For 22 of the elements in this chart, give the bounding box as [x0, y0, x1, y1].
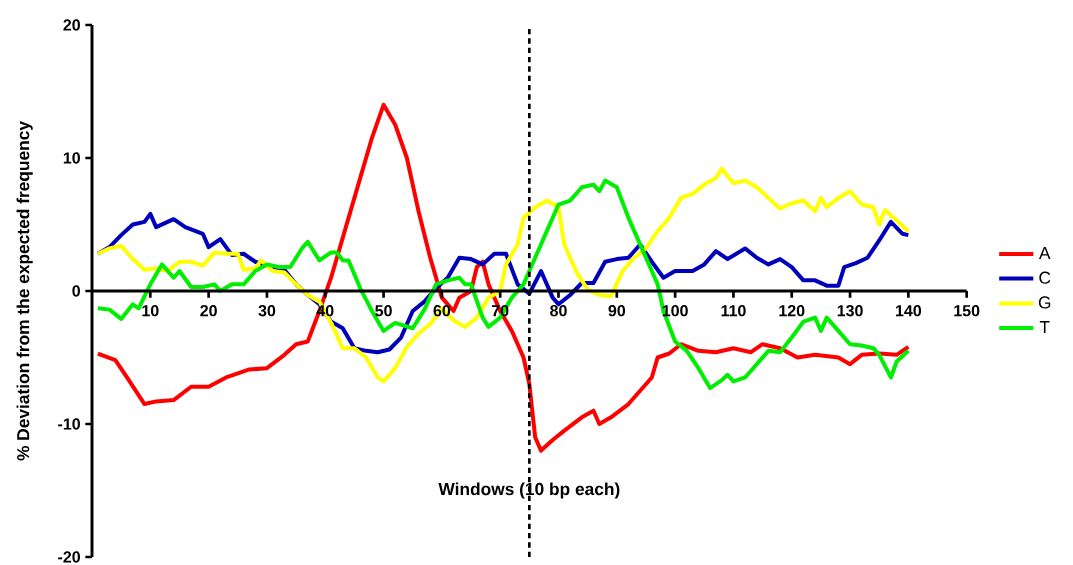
x-tick-label: 20 [200, 305, 217, 317]
x-tick-label: 150 [954, 305, 980, 317]
y-tick-label: 0 [72, 285, 80, 297]
x-tick-label: 110 [721, 305, 746, 317]
legend-label: A [1038, 246, 1051, 259]
y-tick-label: -10 [58, 418, 80, 430]
legend-label: C [1039, 271, 1051, 284]
x-tick-label: 140 [896, 305, 922, 317]
x-tick-label: 90 [608, 305, 626, 317]
x-tick-label: 50 [375, 305, 392, 317]
y-axis-title: % Deviation from the expected frequency [16, 121, 33, 461]
legend-label: T [1039, 321, 1050, 334]
y-tick-label: -20 [58, 551, 80, 563]
x-axis-title: Windows (10 bp each) [438, 482, 620, 499]
y-tick-label: 20 [63, 19, 80, 31]
x-tick-label: 80 [550, 305, 567, 317]
y-tick-label: 10 [63, 152, 80, 164]
x-tick-label: 10 [142, 305, 159, 317]
x-tick-label: 30 [258, 305, 276, 317]
x-tick-label: 130 [837, 305, 863, 317]
legend-label: G [1038, 296, 1051, 309]
x-tick-label: 120 [779, 305, 805, 317]
